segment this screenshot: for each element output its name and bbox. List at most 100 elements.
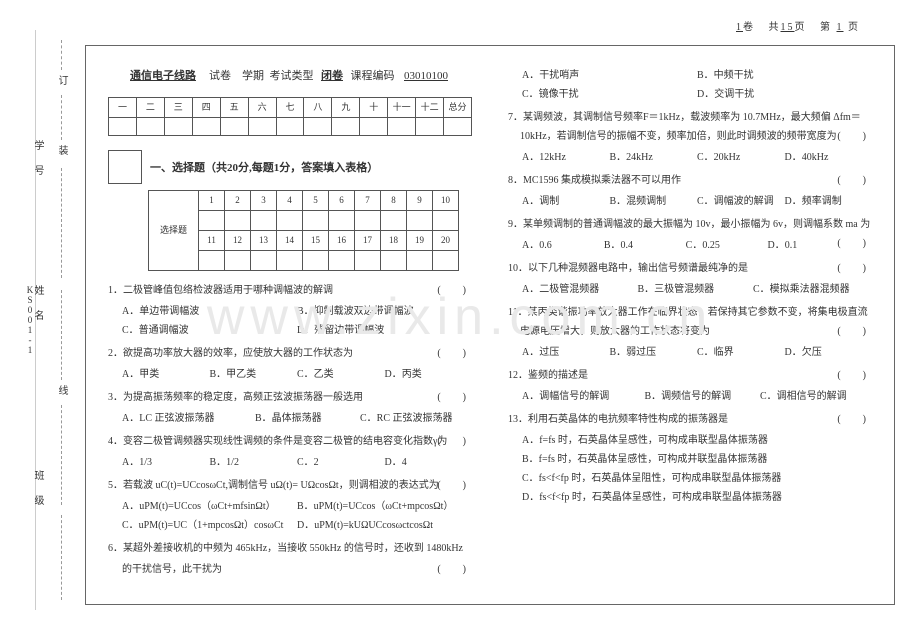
question-11-options: A．过压B．弱过压 C．临界D．欠压 xyxy=(508,343,872,362)
ans-num: 19 xyxy=(407,231,433,251)
ans-num: 7 xyxy=(355,190,381,210)
course-name: 通信电子线路 xyxy=(128,70,198,82)
question-10: 10．以下几种混频器电路中，输出信号频谱最纯净的是( ) xyxy=(508,259,872,278)
score-cell xyxy=(164,117,192,135)
score-cell xyxy=(276,117,304,135)
question-5-options: A．uPM(t)=UCcos（ωCt+mfsinΩt）B．uPM(t)=UCco… xyxy=(108,497,472,535)
question-3: 3．为提高振荡频率的稳定度，高频正弦波振荡器一般选用( ) xyxy=(108,388,472,407)
ans-num: 8 xyxy=(381,190,407,210)
ans-cell xyxy=(407,211,433,231)
ans-num: 13 xyxy=(251,231,277,251)
question-10-options: A．二极管混频器 B．三极管混频器 C．模拟乘法器混频器 xyxy=(508,280,872,299)
question-6-part2: 的干扰信号，此干扰为( ) xyxy=(108,560,472,579)
question-4-options: A．1/3B．1/2 C．2D．4 xyxy=(108,453,472,472)
ans-cell xyxy=(303,211,329,231)
ans-num: 11 xyxy=(199,231,225,251)
ans-num: 1 xyxy=(199,190,225,210)
score-col: 六 xyxy=(248,97,276,117)
score-cell xyxy=(220,117,248,135)
question-8-options: A．调制B．混频调制 C．调幅波的解调D．频率调制 xyxy=(508,192,872,211)
ans-num: 16 xyxy=(329,231,355,251)
binding-label: 线 xyxy=(54,385,69,405)
question-13-options: A．f=fs 时，石英晶体呈感性，可构成串联型晶体振荡器 B．f=fs 时，石英… xyxy=(508,431,872,507)
binding-label: 姓 名 xyxy=(30,285,45,322)
score-col: 十一 xyxy=(388,97,416,117)
question-12: 12．鉴频的描述是( ) xyxy=(508,366,872,385)
ans-cell xyxy=(277,251,303,271)
title-line: 通信电子线路 试卷 学期 考试类型 闭卷 课程编码 03010100 xyxy=(108,66,472,87)
question-2: 2．欲提高功率放大器的效率，应使放大器的工作状态为( ) xyxy=(108,344,472,363)
question-13: 13．利用石英晶体的电抗频率特性构成的振荡器是( ) xyxy=(508,410,872,429)
question-3-options: A．LC 正弦波振荡器 B．晶体振荡器 C．RC 正弦波振荡器 xyxy=(108,409,472,428)
ans-num: 18 xyxy=(381,231,407,251)
ans-num: 9 xyxy=(407,190,433,210)
ans-cell xyxy=(329,251,355,271)
ans-num: 12 xyxy=(225,231,251,251)
ans-cell xyxy=(199,251,225,271)
page-header: 1卷 共15页 第 1 页 xyxy=(736,18,860,33)
question-9: 9．某单频调制的普通调幅波的最大振幅为 10v，最小振幅为 6v，则调幅系数 m… xyxy=(508,215,872,234)
question-11: 11．某丙类谐振功率放大器工作在临界状态，若保持其它参数不变，将集电极直流电源电… xyxy=(508,303,872,341)
ans-num: 10 xyxy=(433,190,459,210)
binding-label: 订 xyxy=(54,75,69,95)
section-1-header: 一、选择题（共20分,每题1分，答案填入表格） xyxy=(108,150,472,184)
ans-num: 4 xyxy=(277,190,303,210)
ans-num: 14 xyxy=(277,231,303,251)
course-code: 03010100 xyxy=(400,70,452,82)
score-col: 总分 xyxy=(444,97,472,117)
ans-cell xyxy=(251,251,277,271)
score-col: 九 xyxy=(332,97,360,117)
question-4: 4．变容二极管调频器实现线性调频的条件是变容二极管的结电容变化指数γ为( ) xyxy=(108,432,472,451)
score-col: 二 xyxy=(136,97,164,117)
question-1-options: A．单边带调幅波B．抑制载波双边带调幅波 C．普通调幅波D．残留边带调幅波 xyxy=(108,302,472,340)
binding-label: 学 号 xyxy=(30,140,45,177)
ans-num: 3 xyxy=(251,190,277,210)
ans-cell xyxy=(433,251,459,271)
juan-no: 1 xyxy=(736,22,743,33)
exam-type: 闭卷 xyxy=(319,70,345,82)
ans-cell xyxy=(199,211,225,231)
question-2-options: A．甲类B．甲乙类 C．乙类D．丙类 xyxy=(108,365,472,384)
score-col: 七 xyxy=(276,97,304,117)
ans-cell xyxy=(277,211,303,231)
score-cell xyxy=(248,117,276,135)
score-cell xyxy=(109,117,137,135)
total-pages: 15 xyxy=(781,22,795,33)
question-12-options: A．调幅信号的解调 B．调频信号的解调 C．调相信号的解调 xyxy=(508,387,872,406)
question-5: 5．若载波 uC(t)=UCcosωCt,调制信号 uΩ(t)= UΩcosΩt… xyxy=(108,476,472,495)
ans-num: 5 xyxy=(303,190,329,210)
answer-table: 选择题12345678910 11121314151617181920 xyxy=(148,190,459,271)
ans-cell xyxy=(381,251,407,271)
ans-num: 6 xyxy=(329,190,355,210)
score-col: 一 xyxy=(109,97,137,117)
score-cell xyxy=(360,117,388,135)
score-cell xyxy=(192,117,220,135)
page-no: 1 xyxy=(837,22,844,33)
score-cell xyxy=(136,117,164,135)
score-cell xyxy=(388,117,416,135)
ans-cell xyxy=(303,251,329,271)
binding-label: 班 级 xyxy=(30,470,45,507)
ans-cell xyxy=(225,251,251,271)
score-cell xyxy=(416,117,444,135)
ans-num: 2 xyxy=(225,190,251,210)
score-col: 五 xyxy=(220,97,248,117)
binding-label: 装 xyxy=(54,145,69,165)
ans-cell xyxy=(381,211,407,231)
score-col: 三 xyxy=(164,97,192,117)
score-col: 四 xyxy=(192,97,220,117)
answer-table-label: 选择题 xyxy=(149,190,199,270)
exam-sheet: 通信电子线路 试卷 学期 考试类型 闭卷 课程编码 03010100 一二三四五… xyxy=(85,45,895,605)
ans-num: 15 xyxy=(303,231,329,251)
question-7-options: A．12kHzB．24kHz C．20kHzD．40kHz xyxy=(508,148,872,167)
ans-num: 17 xyxy=(355,231,381,251)
score-cell xyxy=(332,117,360,135)
ans-num: 20 xyxy=(433,231,459,251)
binding-column: 订 装 学 号 姓 名 线 班 级 xyxy=(52,40,72,600)
ans-cell xyxy=(433,211,459,231)
question-6-options: A．干扰哨声B．中频干扰 C．镜像干扰D．交调干扰 xyxy=(508,66,872,104)
score-col: 十二 xyxy=(416,97,444,117)
question-7: 7．某调频波，其调制信号频率F＝1kHz，载波频率为 10.7MHz，最大频偏 … xyxy=(508,108,872,146)
score-col: 八 xyxy=(304,97,332,117)
section-1-title: 一、选择题（共20分,每题1分，答案填入表格） xyxy=(150,150,378,179)
